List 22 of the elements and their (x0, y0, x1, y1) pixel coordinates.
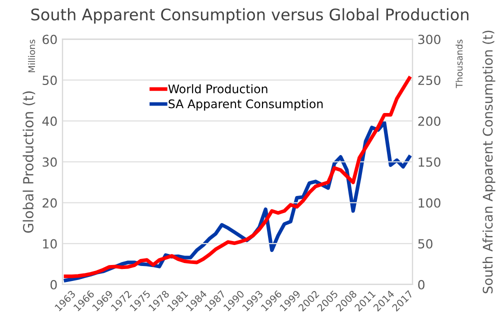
y2-tick-label: 50 (418, 239, 432, 249)
y2-tick-label: 300 (418, 34, 440, 44)
y2-tick-label: 150 (418, 157, 440, 167)
text: Thousands (456, 40, 463, 88)
y-tick-label: 40 (42, 116, 57, 126)
y-tick-label: 30 (42, 157, 57, 167)
y-tick-label: 20 (42, 198, 57, 208)
legend-label: World Production (168, 84, 268, 94)
y2-tick-label: 100 (418, 198, 440, 208)
y2-tick-label: 0 (418, 280, 424, 290)
chart-title: South Apparent Consumption versus Global Production (31, 8, 468, 24)
y2-tick-label: 250 (418, 76, 440, 86)
y-axis-title: Global Production (t) (22, 91, 36, 233)
text: Millions (28, 40, 36, 72)
y-tick-label: 0 (50, 280, 57, 290)
y2-axis-title: South African Apparent Consumption (t) (482, 30, 496, 294)
line-series (64, 76, 412, 278)
y2-tick-label: 200 (418, 116, 440, 126)
legend-label: SA Apparent Consumption (168, 99, 323, 111)
y-tick-label: 50 (42, 76, 57, 86)
y-tick-label: 10 (43, 239, 57, 249)
y-tick-label: 60 (42, 34, 57, 44)
